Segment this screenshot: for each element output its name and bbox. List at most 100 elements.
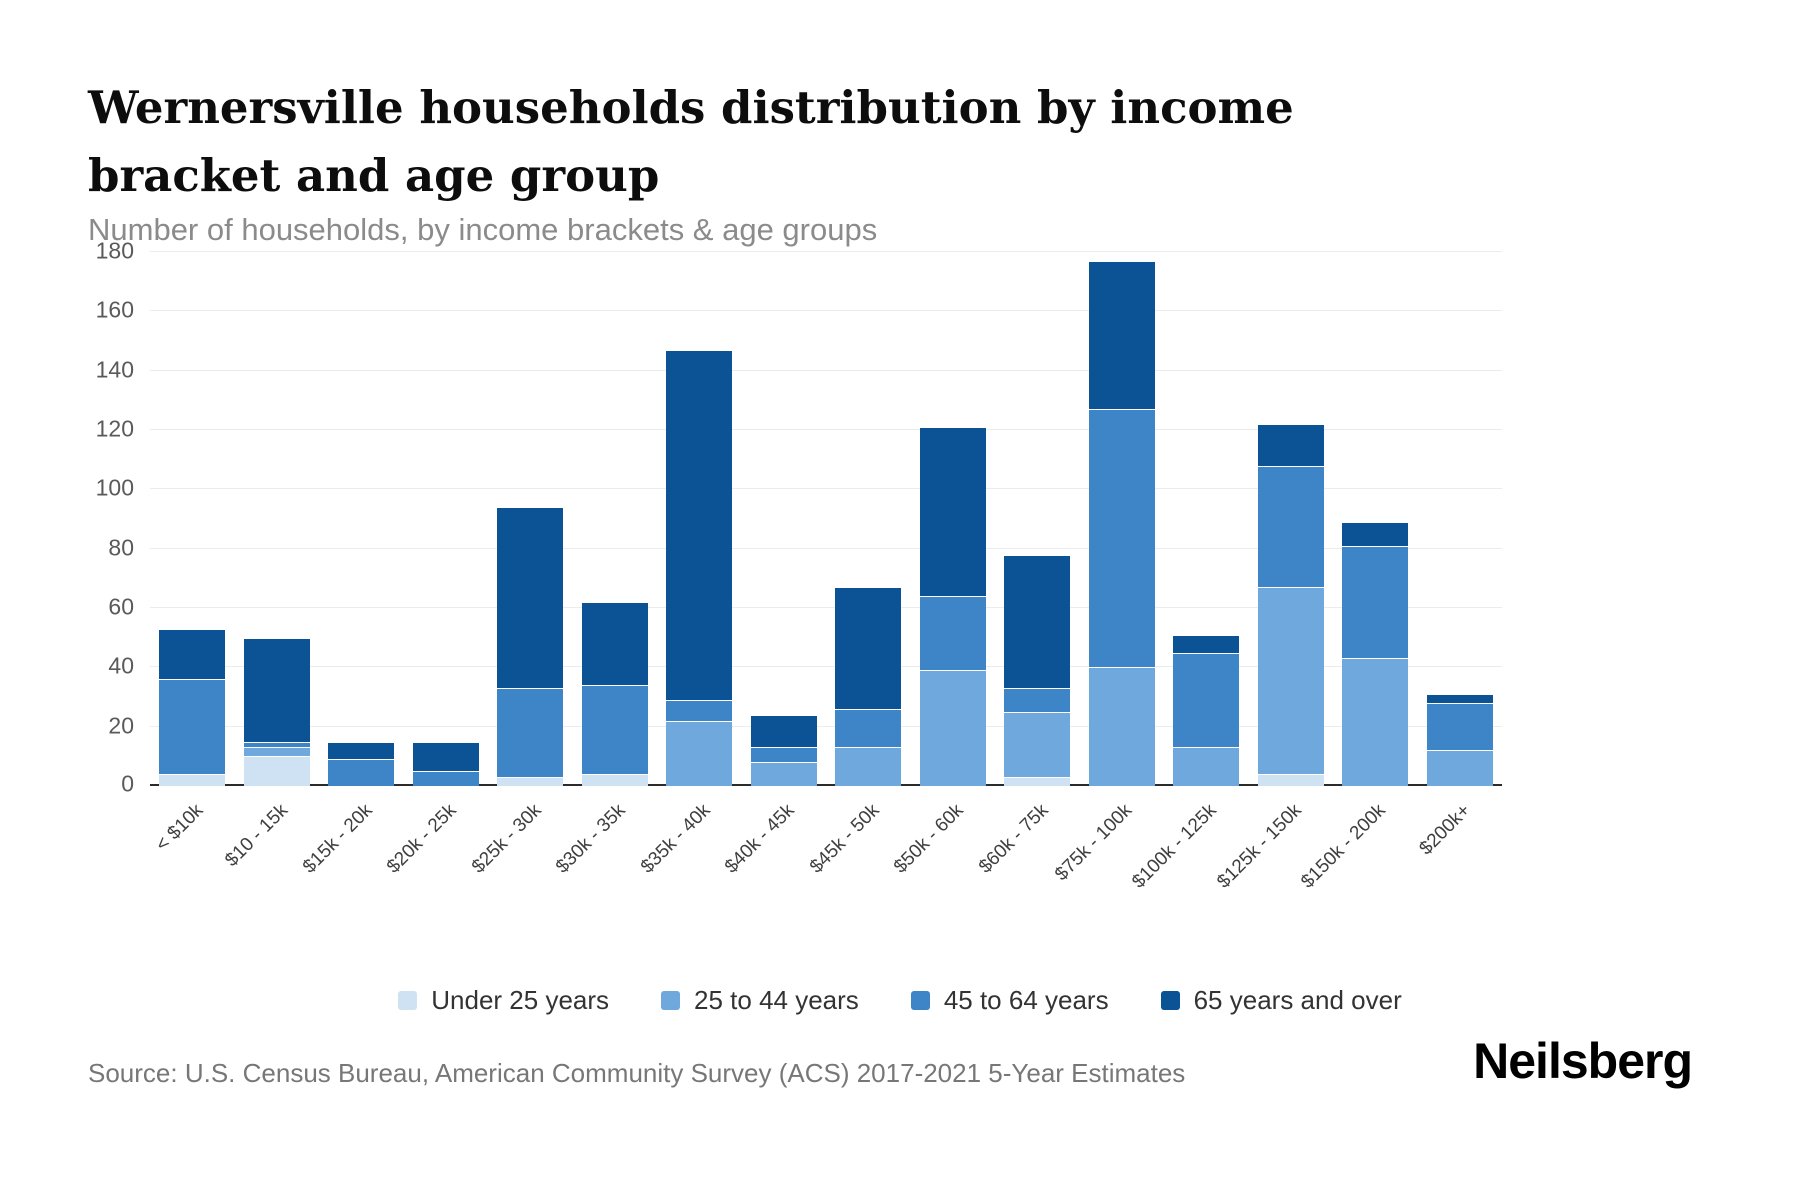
bar-slot: [657, 252, 742, 786]
legend-swatch-icon: [661, 991, 681, 1010]
bars-container: [150, 252, 1502, 786]
bar-segment: [497, 777, 564, 786]
stacked-bar-4: [412, 741, 479, 786]
legend: Under 25 years 25 to 44 years 45 to 64 yea…: [0, 985, 1800, 1016]
x-tick: $25k - 30k: [468, 788, 573, 898]
bar-segment: [1173, 634, 1240, 653]
bar-segment: [581, 774, 648, 786]
stacked-bar-11: [1004, 554, 1071, 786]
stacked-bar-14: [1257, 424, 1324, 786]
bar-segment: [1342, 522, 1409, 546]
bar-segment: [666, 699, 733, 721]
y-tick-label: 0: [121, 770, 134, 797]
gridline-160: 160: [96, 297, 1502, 323]
bar-segment: [750, 714, 817, 748]
x-tick: $150k - 200k: [1298, 788, 1418, 898]
bar-segment: [581, 602, 648, 686]
bar-segment: [1257, 465, 1324, 588]
stacked-bar-8: [750, 714, 817, 786]
x-tick: $200k+: [1415, 788, 1503, 898]
bar-segment: [1004, 711, 1071, 778]
bar-segment: [919, 427, 986, 597]
bar-slot: [1418, 252, 1503, 786]
gridline-100: 100: [96, 475, 1502, 501]
stacked-bar-16: [1426, 694, 1493, 786]
bar-slot: [319, 252, 404, 786]
bar-segment: [1004, 688, 1071, 712]
gridline-20: 20: [108, 712, 1502, 738]
bar-segment: [1173, 652, 1240, 748]
legend-item: Under 25 years: [398, 985, 609, 1016]
stacked-bar-9: [835, 587, 902, 786]
bar-segment: [919, 670, 986, 786]
x-tick: $10 - 15k: [221, 788, 320, 898]
bar-segment: [1426, 750, 1493, 786]
bar-segment: [412, 771, 479, 786]
gridline-120: 120: [96, 416, 1502, 442]
y-tick-label: 120: [95, 415, 134, 442]
x-tick: $15k - 20k: [299, 788, 404, 898]
stacked-bar-3: [328, 741, 395, 786]
stacked-bar-10: [919, 427, 986, 786]
gridline-0: 0: [121, 771, 1502, 797]
bar-segment: [919, 596, 986, 671]
brand-logo: Neilsberg: [1473, 1033, 1693, 1089]
bar-segment: [581, 685, 648, 775]
x-tick: $50k - 60k: [890, 788, 996, 898]
stacked-bar-2: [243, 637, 310, 786]
bar-segment: [1088, 409, 1155, 668]
stacked-bar-15: [1342, 522, 1409, 786]
bar-slot: [1164, 252, 1249, 786]
page-title: Wernersville households distribution by …: [88, 81, 1294, 202]
gridline-80: 80: [108, 534, 1502, 560]
x-tick: $35k - 40k: [637, 788, 742, 898]
chart-subtitle: Number of households, by income brackets…: [88, 212, 878, 247]
x-axis: < $10k $10 - 15k $15k - 20k $20k - 25k $25k …: [150, 788, 1502, 898]
legend-item: 45 to 64 years: [910, 985, 1109, 1016]
bar-segment: [1257, 587, 1324, 775]
bar-segment: [666, 720, 733, 786]
y-tick-label: 20: [108, 712, 134, 739]
y-tick-label: 40: [108, 652, 134, 679]
bar-slot: [404, 252, 489, 786]
legend-swatch-icon: [910, 991, 930, 1010]
gridline-140: 140: [96, 356, 1502, 382]
bar-slot: [235, 252, 320, 786]
legend-item: 65 years and over: [1160, 985, 1402, 1016]
x-tick: $30k - 35k: [552, 788, 658, 898]
bar-segment: [243, 747, 310, 757]
y-tick-label: 160: [95, 296, 134, 323]
bar-segment: [1342, 545, 1409, 659]
x-tick: $20k - 25k: [383, 788, 489, 898]
bar-segment: [328, 759, 395, 786]
legend-label: 45 to 64 years: [943, 985, 1109, 1015]
gridline-40: 40: [108, 653, 1502, 679]
bar-segment: [1088, 260, 1155, 410]
stacked-bar-1: [159, 628, 226, 786]
bar-segment: [1257, 424, 1324, 466]
bar-segment: [1426, 702, 1493, 751]
bar-segment: [159, 628, 226, 680]
bar-slot: [1333, 252, 1418, 786]
bar-segment: [1004, 777, 1071, 786]
source-note: Source: U.S. Census Bureau, American Com…: [88, 1058, 1186, 1088]
bar-segment: [243, 637, 310, 742]
x-tick: < $10k: [150, 788, 235, 898]
stacked-bar-7: [666, 349, 733, 786]
stacked-bar-5: [497, 507, 564, 786]
x-tick: $40k - 45k: [721, 788, 827, 898]
bar-slot: [1080, 252, 1165, 786]
bar-segment: [159, 679, 226, 775]
legend-swatch-icon: [398, 991, 418, 1010]
bar-segment: [835, 587, 902, 709]
legend-label: Under 25 years: [431, 985, 610, 1015]
bar-slot: [995, 252, 1080, 786]
bar-slot: [911, 252, 996, 786]
legend-label: 65 years and over: [1193, 985, 1402, 1015]
bar-segment: [243, 741, 310, 748]
legend-swatch-icon: [1160, 991, 1180, 1010]
bar-slot: [826, 252, 911, 786]
y-tick-label: 140: [95, 356, 134, 383]
bar-segment: [328, 741, 395, 760]
bar-segment: [1257, 774, 1324, 786]
